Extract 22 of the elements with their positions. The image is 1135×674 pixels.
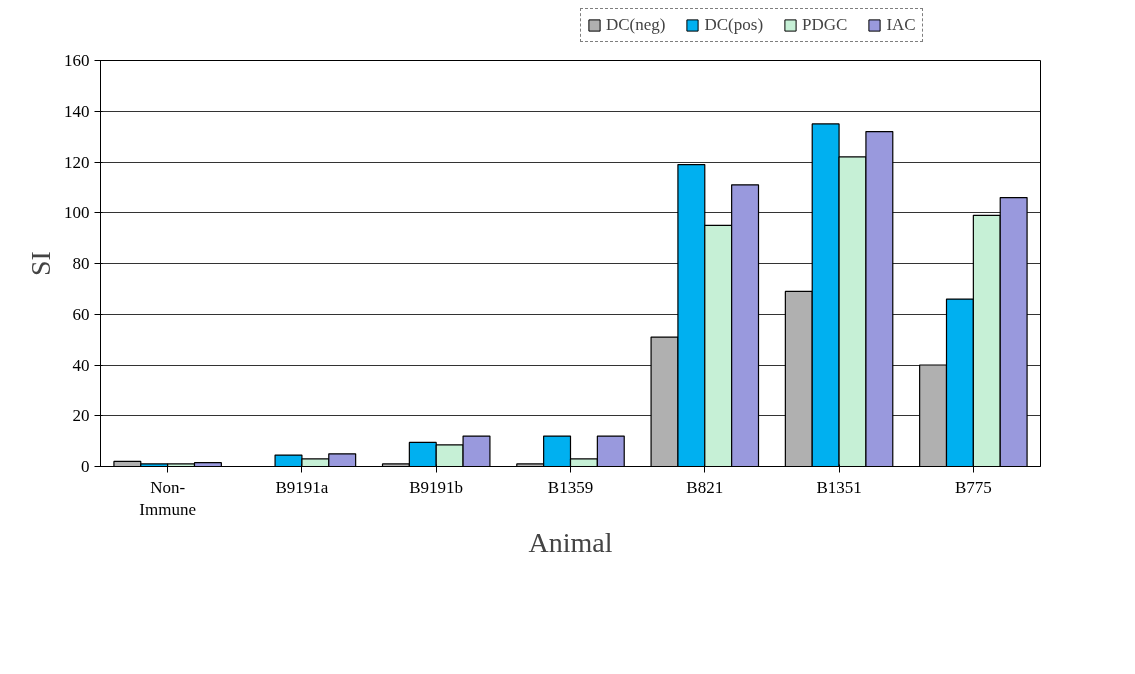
y-tick-label: 40	[72, 355, 90, 375]
x-tick-label: B775	[954, 477, 992, 497]
y-tick-label: 120	[64, 152, 90, 172]
x-tick-label: B9191a	[275, 477, 329, 497]
y-tick-label: 80	[72, 254, 90, 273]
x-tick-label: B1359	[547, 477, 594, 497]
x-tick-label: B1351	[816, 477, 862, 497]
y-tick-label: 60	[72, 304, 90, 324]
y-tick-label: 20	[72, 406, 90, 426]
x-tick-label: Non- Immune	[139, 477, 196, 520]
x-tick-label: B821	[686, 477, 724, 497]
y-tick-label: 160	[64, 51, 90, 70]
y-tick-label: 0	[81, 457, 90, 476]
y-tick-label: 140	[64, 101, 90, 121]
x-tick-label: B9191b	[409, 477, 464, 497]
legend-label: PDGC	[802, 15, 848, 35]
x-axis-title: Animal	[528, 527, 613, 559]
legend-label: DC(pos)	[704, 15, 764, 35]
y-tick-label: 100	[64, 203, 90, 223]
legend-label: IAC	[886, 15, 916, 35]
y-axis-title: SI	[25, 251, 56, 276]
legend-label: DC(neg)	[606, 15, 666, 35]
